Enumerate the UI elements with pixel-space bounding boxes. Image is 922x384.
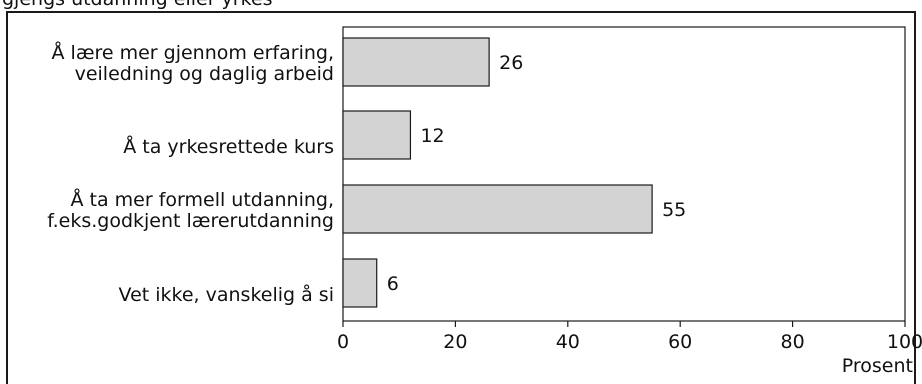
x-axis-label: Prosent bbox=[842, 355, 913, 377]
x-tick-label-100: 100 bbox=[887, 331, 922, 353]
category-label-4-line-1: Vet ikke, vanskelig å si bbox=[119, 283, 334, 306]
x-tick-label-40: 40 bbox=[556, 331, 580, 353]
category-label-2-line-1: Å ta yrkesrettede kurs bbox=[123, 135, 334, 158]
value-label-1: 26 bbox=[499, 52, 523, 74]
plot-area bbox=[342, 26, 906, 322]
bar-2 bbox=[342, 110, 412, 160]
bar-3 bbox=[342, 184, 653, 234]
x-tick-label-0: 0 bbox=[337, 331, 349, 353]
value-label-3: 55 bbox=[662, 199, 686, 221]
x-tick-label-60: 60 bbox=[668, 331, 692, 353]
category-label-1-line-2: veiledning og daglig arbeid bbox=[75, 63, 334, 85]
value-label-2: 12 bbox=[420, 125, 444, 147]
x-tick-label-80: 80 bbox=[781, 331, 805, 353]
clipped-header-text: gjengs utdanning eller yrkes bbox=[2, 0, 273, 10]
chart-frame bbox=[6, 11, 916, 384]
bar-1 bbox=[342, 37, 490, 87]
category-label-3-line-2: f.eks.godkjent lærerutdanning bbox=[47, 210, 334, 232]
bar-4 bbox=[342, 258, 378, 308]
category-label-3-line-1: Å ta mer formell utdanning, bbox=[70, 188, 334, 211]
value-label-4: 6 bbox=[387, 273, 399, 295]
category-label-1-line-1: Å lære mer gjennom erfaring, bbox=[52, 41, 335, 64]
x-tick-label-20: 20 bbox=[443, 331, 467, 353]
